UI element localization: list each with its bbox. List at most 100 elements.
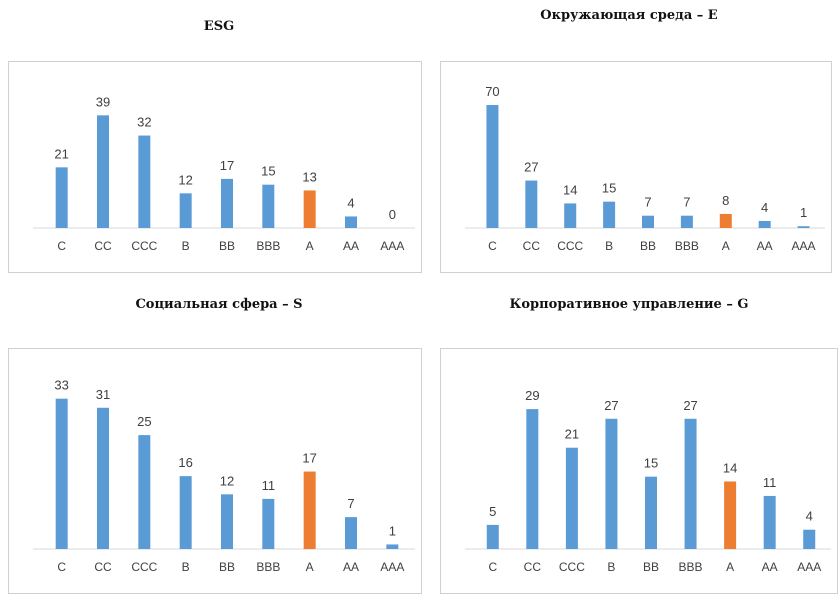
data-label-cc: 39 xyxy=(96,94,110,109)
category-label-aa: AA xyxy=(762,560,778,574)
category-label-c: C xyxy=(488,560,497,574)
category-label-bb: BB xyxy=(643,560,659,574)
data-label-aaa: 1 xyxy=(800,205,807,220)
data-label-bb: 7 xyxy=(644,195,651,210)
category-label-bbb: BBB xyxy=(256,239,280,253)
bar-ccc xyxy=(138,435,151,549)
data-label-aa: 4 xyxy=(761,200,768,215)
bar-cc xyxy=(97,407,109,549)
bar-bbb xyxy=(262,498,275,549)
data-label-c: 33 xyxy=(54,378,68,393)
category-label-aa: AA xyxy=(343,239,359,253)
data-label-ccc: 21 xyxy=(565,427,579,442)
data-label-aaa: 0 xyxy=(389,207,396,222)
bar-a xyxy=(303,190,316,228)
data-label-ccc: 32 xyxy=(137,115,151,130)
chart-title-social: Социальная сфера – S xyxy=(135,297,303,312)
bar-a xyxy=(303,471,316,549)
bar-a xyxy=(719,213,732,228)
category-label-a: A xyxy=(722,239,730,253)
data-label-a: 13 xyxy=(302,169,316,184)
category-label-aa: AA xyxy=(343,560,359,574)
category-label-bb: BB xyxy=(219,560,235,574)
chart-title-governance: Корпоративное управление – G xyxy=(509,297,749,312)
chart-title-esg: ESG xyxy=(203,19,235,34)
data-label-cc: 29 xyxy=(525,388,539,403)
category-label-a: A xyxy=(306,560,314,574)
bar-b xyxy=(179,193,192,228)
bar-c xyxy=(55,167,68,228)
category-label-a: A xyxy=(726,560,734,574)
bar-aaa xyxy=(803,529,816,549)
category-label-aaa: AAA xyxy=(380,239,404,253)
data-label-aaa: 4 xyxy=(806,509,813,524)
bar-aa xyxy=(345,517,357,549)
bar-chart-svg: 5 C 29 CC 21 CCC 27 B 15 BB 27 BBB 14 A 11 AA 4 AAA xyxy=(465,388,831,574)
data-label-cc: 27 xyxy=(524,160,538,175)
bar-aa xyxy=(758,220,771,228)
category-label-bbb: BBB xyxy=(675,239,699,253)
category-label-cc: CC xyxy=(524,560,542,574)
data-label-b: 27 xyxy=(604,398,618,413)
data-label-bbb: 27 xyxy=(683,398,697,413)
data-label-aa: 7 xyxy=(347,496,354,511)
data-label-b: 12 xyxy=(178,172,192,187)
bar-bb xyxy=(642,215,654,228)
data-label-a: 8 xyxy=(722,193,729,208)
bar-c xyxy=(486,105,499,228)
bar-cc xyxy=(97,115,109,228)
bar-aaa xyxy=(386,544,399,549)
category-label-c: C xyxy=(57,560,66,574)
bar-bbb xyxy=(684,418,697,549)
data-label-cc: 31 xyxy=(96,387,110,402)
data-label-bbb: 11 xyxy=(262,478,276,493)
data-label-ccc: 25 xyxy=(137,414,151,429)
bar-chart-svg: 21 C 39 CC 32 CCC 12 B 17 BB 15 BBB 13 A 4 AA 0 AAA xyxy=(33,94,415,253)
category-label-ccc: CCC xyxy=(131,560,157,574)
category-label-a: A xyxy=(306,239,314,253)
data-label-aaa: 1 xyxy=(389,523,396,538)
bar-c xyxy=(55,398,68,549)
category-label-bb: BB xyxy=(640,239,656,253)
category-label-ccc: CCC xyxy=(557,239,583,253)
category-label-aaa: AAA xyxy=(797,560,821,574)
category-label-b: B xyxy=(607,560,615,574)
category-label-cc: CC xyxy=(523,239,541,253)
chart-panel-social: 33 C 31 CC 25 CCC 16 B 12 BB 11 BBB 17 A 7 AA 1 AAA xyxy=(8,348,422,594)
data-label-a: 17 xyxy=(302,451,316,466)
bar-bbb xyxy=(262,184,275,228)
category-label-b: B xyxy=(605,239,613,253)
category-label-cc: CC xyxy=(94,560,112,574)
category-label-aaa: AAA xyxy=(792,239,816,253)
category-label-ccc: CCC xyxy=(559,560,585,574)
category-label-bbb: BBB xyxy=(679,560,703,574)
chart-panel-environment: 70 C 27 CC 14 CCC 15 B 7 BB 7 BBB 8 A 4 AA 1 AAA xyxy=(440,61,832,273)
bar-aaa xyxy=(797,226,810,228)
category-label-aa: AA xyxy=(757,239,773,253)
data-label-b: 16 xyxy=(178,455,192,470)
data-label-bb: 12 xyxy=(220,473,234,488)
data-label-b: 15 xyxy=(602,181,616,196)
data-label-bbb: 15 xyxy=(261,164,275,179)
bar-ccc xyxy=(565,447,578,549)
category-label-ccc: CCC xyxy=(131,239,157,253)
data-label-c: 5 xyxy=(489,504,496,519)
data-label-ccc: 14 xyxy=(563,182,577,197)
data-label-bbb: 7 xyxy=(683,195,690,210)
category-label-aaa: AAA xyxy=(380,560,404,574)
bar-aa xyxy=(763,495,776,549)
bar-a xyxy=(724,481,737,549)
bar-bb xyxy=(645,476,657,549)
bar-chart-svg: 70 C 27 CC 14 CCC 15 B 7 BB 7 BBB 8 A 4 AA 1 AAA xyxy=(465,84,825,253)
data-label-bb: 17 xyxy=(220,158,234,173)
data-label-c: 21 xyxy=(54,146,68,161)
data-label-a: 14 xyxy=(723,460,737,475)
bar-ccc xyxy=(564,203,577,228)
bar-ccc xyxy=(138,135,151,228)
chart-title-environment: Окружающая среда – E xyxy=(540,8,718,23)
category-label-c: C xyxy=(488,239,497,253)
bar-c xyxy=(486,524,499,549)
bar-b xyxy=(605,418,618,549)
bar-cc xyxy=(526,409,539,549)
bar-bb xyxy=(221,494,233,549)
